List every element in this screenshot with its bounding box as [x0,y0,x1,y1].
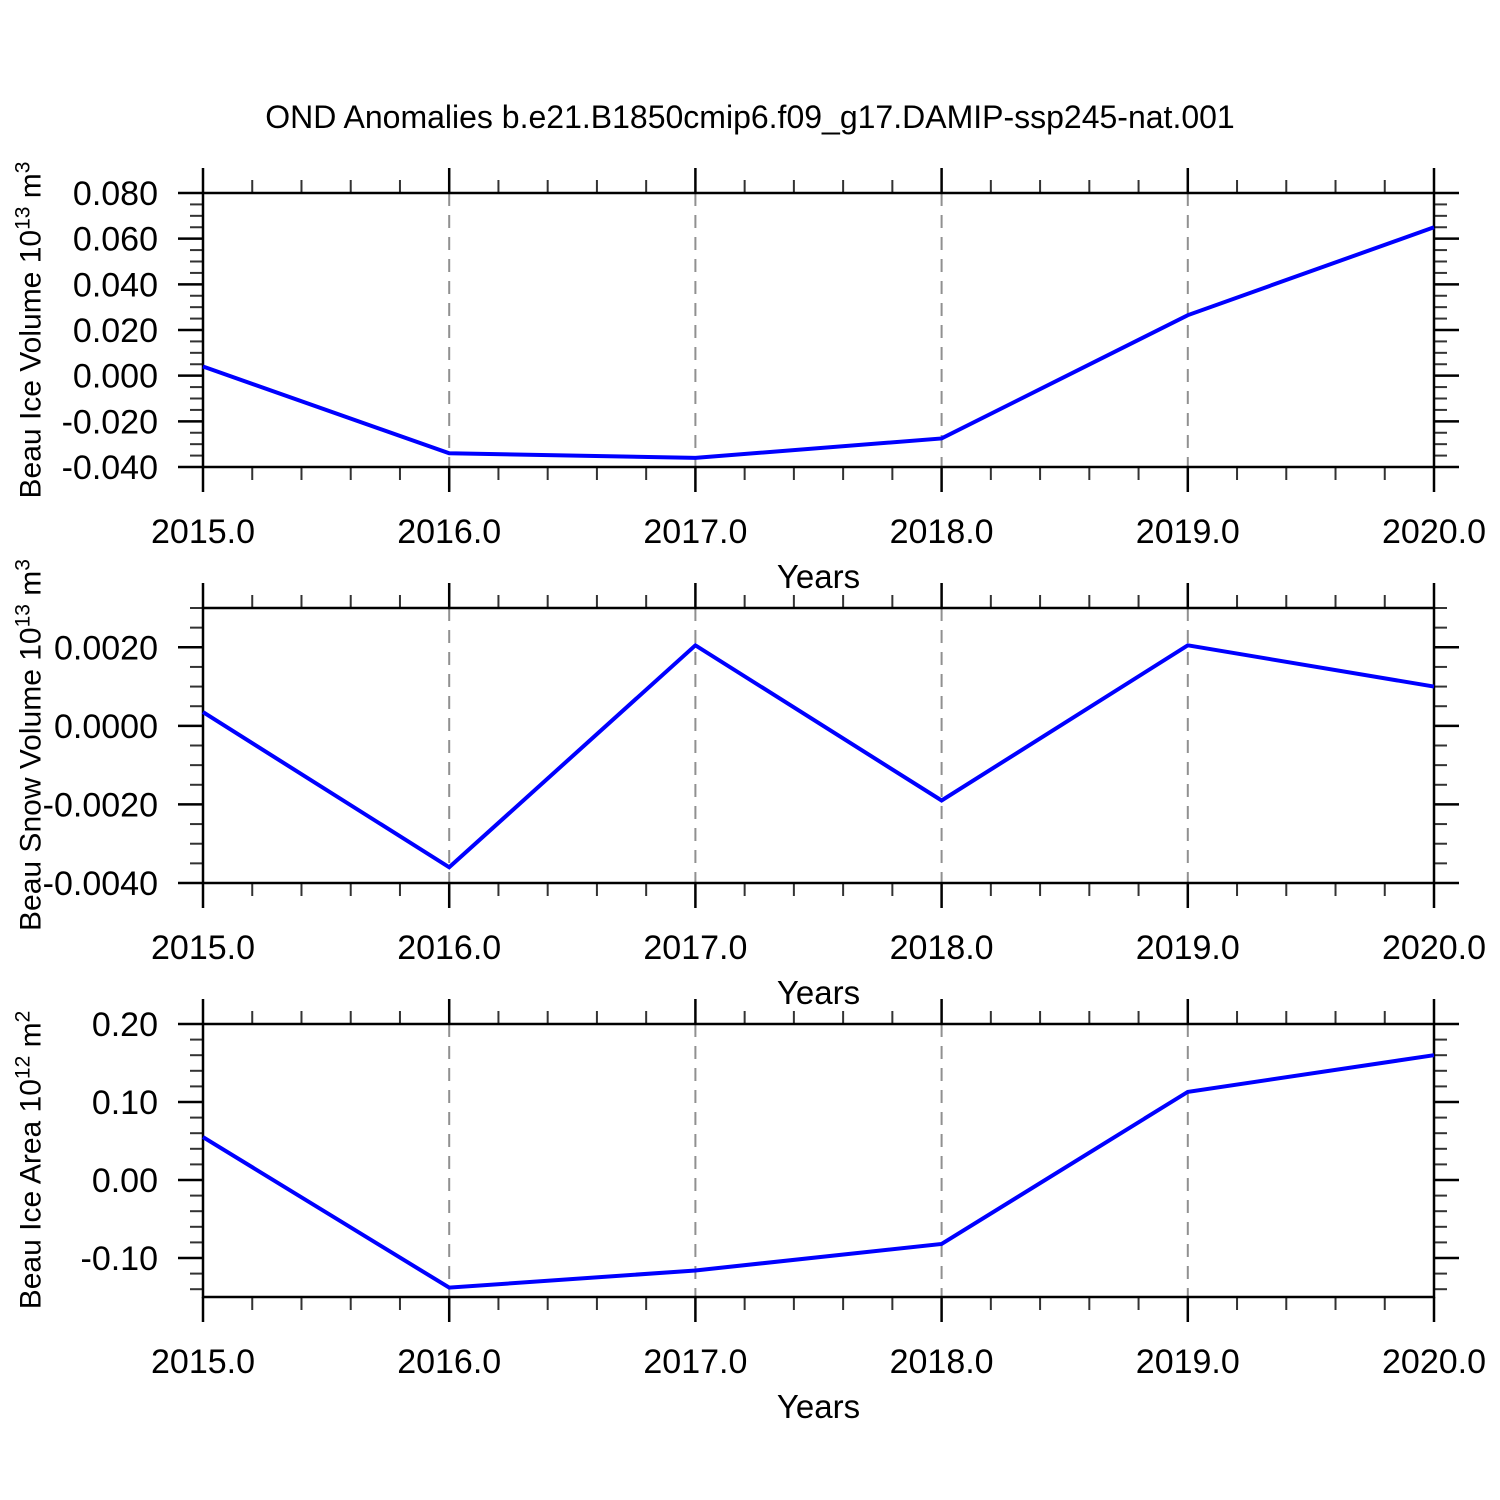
x-tick-label: 2016.0 [397,513,501,551]
y-tick-label: 0.00 [92,1162,158,1200]
x-tick-label: 2018.0 [890,513,994,551]
panel2-x-axis-title: Years [776,974,861,1011]
x-tick-label: 2020.0 [1382,929,1486,967]
panel-frame-snow-volume [201,606,1436,885]
x-tick-label: 2015.0 [151,929,255,967]
x-tick-label: 2020.0 [1382,513,1486,551]
panel2-ylabel-text: Beau Snow Volume 10 [14,627,48,931]
chart-title: OND Anomalies b.e21.B1850cmip6.f09_g17.D… [265,99,1235,135]
data-line-snow-volume [201,642,1435,870]
panel3-ylabel-unit-exponent: 2 [11,1010,35,1023]
y-tick-label: 0.040 [73,266,158,304]
data-line-ice-volume [202,225,1435,460]
panel1-ylabel-unit-exponent: 3 [11,161,35,174]
x-tick-label: 2018.0 [890,929,994,967]
y-tick-label: -0.0020 [43,786,158,824]
y-tick-label: 0.020 [73,312,158,350]
y-tick-label: 0.080 [73,175,158,213]
panel1-x-axis-title: Years [776,558,861,595]
y-tick-label: 0.0000 [54,708,158,746]
panel3-x-axis-title: Years [776,1388,861,1425]
x-tick-label: 2017.0 [643,929,747,967]
panel2-y-axis-title: Beau Snow Volume 1013 m3 [12,559,49,931]
y-tick-label: -0.040 [62,449,158,487]
x-tick-label: 2019.0 [1136,513,1240,551]
x-tick-label: 2016.0 [397,1343,501,1381]
y-tick-label: -0.020 [62,403,158,441]
panel3-ylabel-text: Beau Ice Area 10 [14,1079,48,1310]
panel3-y-axis-title: Beau Ice Area 1012 m2 [12,1011,49,1310]
y-tick-label: 0.000 [73,358,158,396]
x-tick-label: 2017.0 [643,513,747,551]
panel-frame-ice-volume [201,191,1436,469]
y-tick-label: -0.10 [81,1240,159,1278]
panel1-ylabel-unit: m [14,173,48,207]
x-tick-label: 2017.0 [643,1343,747,1381]
y-tick-label: -0.0040 [43,865,158,903]
panel3-ylabel-exponent: 12 [11,1055,35,1080]
y-tick-label: 0.0020 [54,629,158,667]
x-tick-label: 2019.0 [1136,1343,1240,1381]
x-tick-label: 2015.0 [151,1343,255,1381]
x-tick-label: 2018.0 [890,1343,994,1381]
y-tick-label: 0.060 [73,221,158,259]
x-tick-label: 2016.0 [397,929,501,967]
panel-frame-ice-area [201,1022,1436,1299]
x-tick-label: 2020.0 [1382,1343,1486,1381]
x-tick-label: 2019.0 [1136,929,1240,967]
panel1-ylabel-text: Beau Ice Volume 10 [14,229,48,499]
y-tick-label: 0.20 [92,1006,158,1044]
panel2-ylabel-unit-exponent: 3 [11,559,35,571]
panel1-y-axis-title: Beau Ice Volume 1013 m3 [12,162,49,499]
panel3-ylabel-unit: m [14,1022,48,1056]
data-line-ice-area [201,1053,1435,1290]
panel1-ylabel-exponent: 13 [11,206,35,230]
panel2-ylabel-exponent: 13 [11,604,35,628]
x-tick-label: 2015.0 [151,513,255,551]
panel2-ylabel-unit: m [14,570,48,605]
y-tick-label: 0.10 [92,1084,158,1122]
